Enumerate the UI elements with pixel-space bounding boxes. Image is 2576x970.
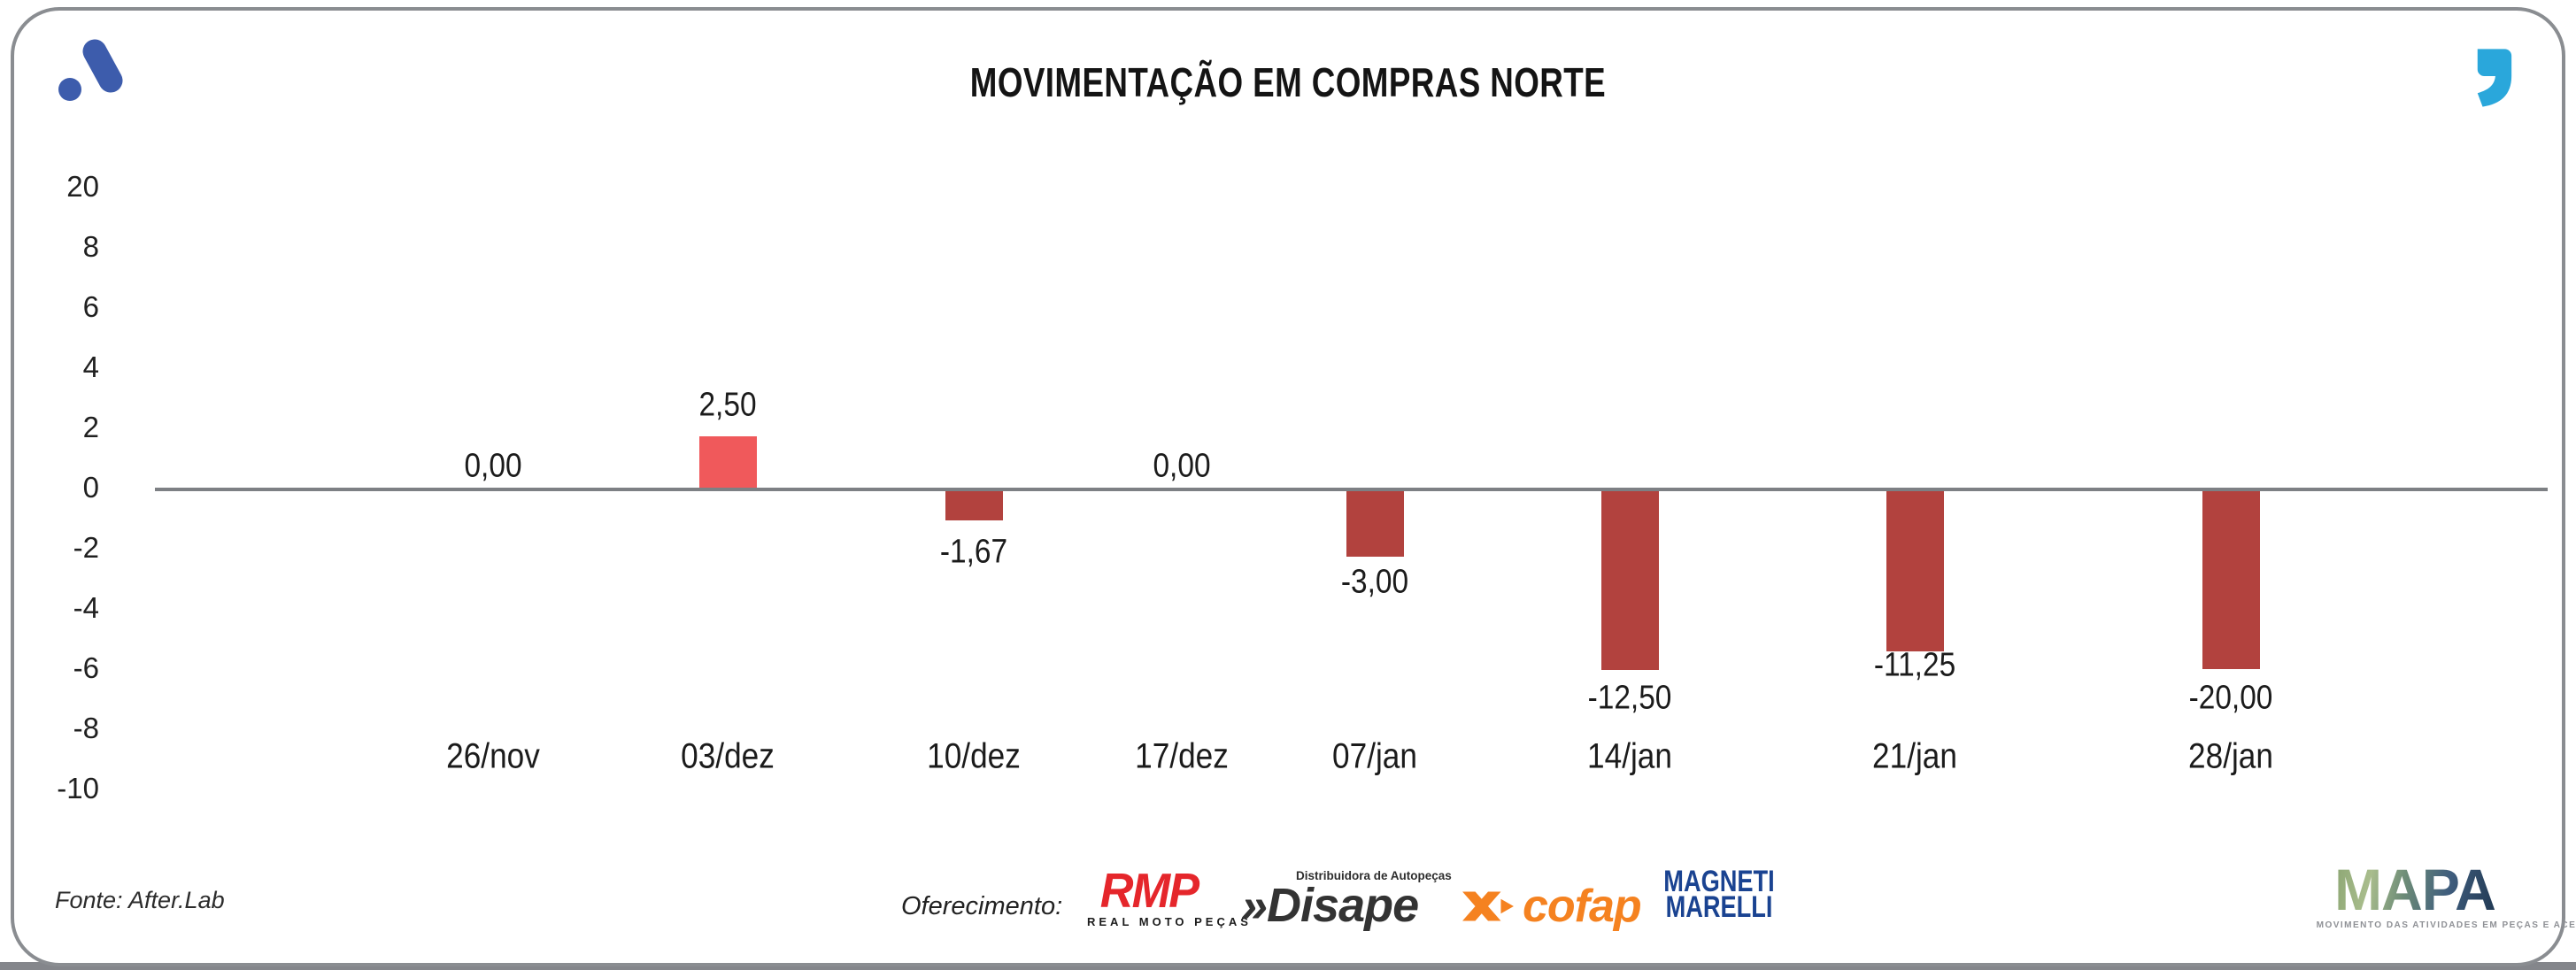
disape-subtitle: Distribuidora de Autopeças [1296,869,1452,882]
afterlab-logo-icon [58,39,123,101]
bar-value-label: -3,00 [1340,563,1409,601]
y-axis-tick: -2 [73,531,99,564]
sponsor-logo-rmp: RMP REAL MOTO PEÇAS [1087,863,1252,929]
bar-value-label: -1,67 [939,533,1008,571]
x-axis-category-label: 03/dez [681,736,775,776]
bar-10-dez [945,491,1003,520]
sponsor-logo-magneti-marelli: MAGNETI MARELLI [1645,865,1793,924]
bar-value-label: -20,00 [2188,679,2273,717]
x-axis-category-label: 21/jan [1872,736,1957,776]
x-axis-category-label: 26/nov [446,736,540,776]
magneti-line2: MARELLI [1665,890,1773,924]
disape-name: Disape [1267,879,1419,932]
y-axis-tick: 4 [82,350,99,383]
bar-07-jan [1346,491,1404,557]
y-axis-tick: 2 [82,411,99,443]
x-axis-category-label: 14/jan [1587,736,1672,776]
disape-wordmark: »Disape [1241,881,1445,929]
mapa-wordmark: MAPA [2314,860,2515,919]
page-title-text: MOVIMENTAÇÃO EM COMPRAS NORTE [969,59,1607,105]
sponsor-logo-cofap: cofap [1461,880,1642,933]
bar-value-label: 0,00 [464,447,522,485]
y-axis-tick: 0 [82,471,99,504]
page-title: MOVIMENTAÇÃO EM COMPRAS NORTE [0,58,2576,106]
x-axis-zero-line [155,488,2548,491]
bar-value-label: 2,50 [698,386,757,424]
bar-14-jan [1601,491,1659,670]
bar-03-dez [699,436,757,488]
oferecimento-label: Oferecimento: [901,892,1063,920]
y-axis-tick: 8 [82,230,99,263]
y-axis-tick: -6 [73,651,99,684]
source-note: Fonte: After.Lab [55,887,225,913]
x-axis-category-label: 10/dez [927,736,1021,776]
cofap-x-icon [1462,891,1514,921]
y-axis-tick: 20 [66,170,99,203]
rmp-subtitle: REAL MOTO PEÇAS [1087,915,1252,928]
quote-icon [2477,49,2512,107]
x-axis-category-label: 17/dez [1135,736,1229,776]
rmp-wordmark: RMP [1099,863,1199,918]
cofap-wordmark: cofap [1523,881,1642,932]
chart-card [11,7,2565,966]
y-axis-tick: -10 [57,772,99,804]
magneti-line1: MAGNETI [1663,865,1775,898]
y-axis-tick: 6 [82,290,99,323]
bar-value-label: -11,25 [1873,646,1956,684]
mapa-tagline: MOVIMENTO DAS ATIVIDADES EM PEÇAS E ACES… [2316,920,2576,930]
x-axis-category-label: 28/jan [2188,736,2273,776]
bar-28-jan [2202,491,2260,669]
mapa-logo: MAPA MOVIMENTO DAS ATIVIDADES EM PEÇAS E… [2312,860,2576,930]
sponsor-logo-disape: Distribuidora de Autopeças »Disape [1241,869,1452,929]
bar-value-label: 0,00 [1153,447,1211,485]
bar-value-label: -12,50 [1587,679,1672,717]
y-axis-tick: -8 [73,712,99,744]
x-axis-category-label: 07/jan [1332,736,1417,776]
bar-21-jan [1886,491,1944,651]
y-axis-tick: -4 [73,591,99,624]
disape-chevrons: » [1241,879,1268,932]
